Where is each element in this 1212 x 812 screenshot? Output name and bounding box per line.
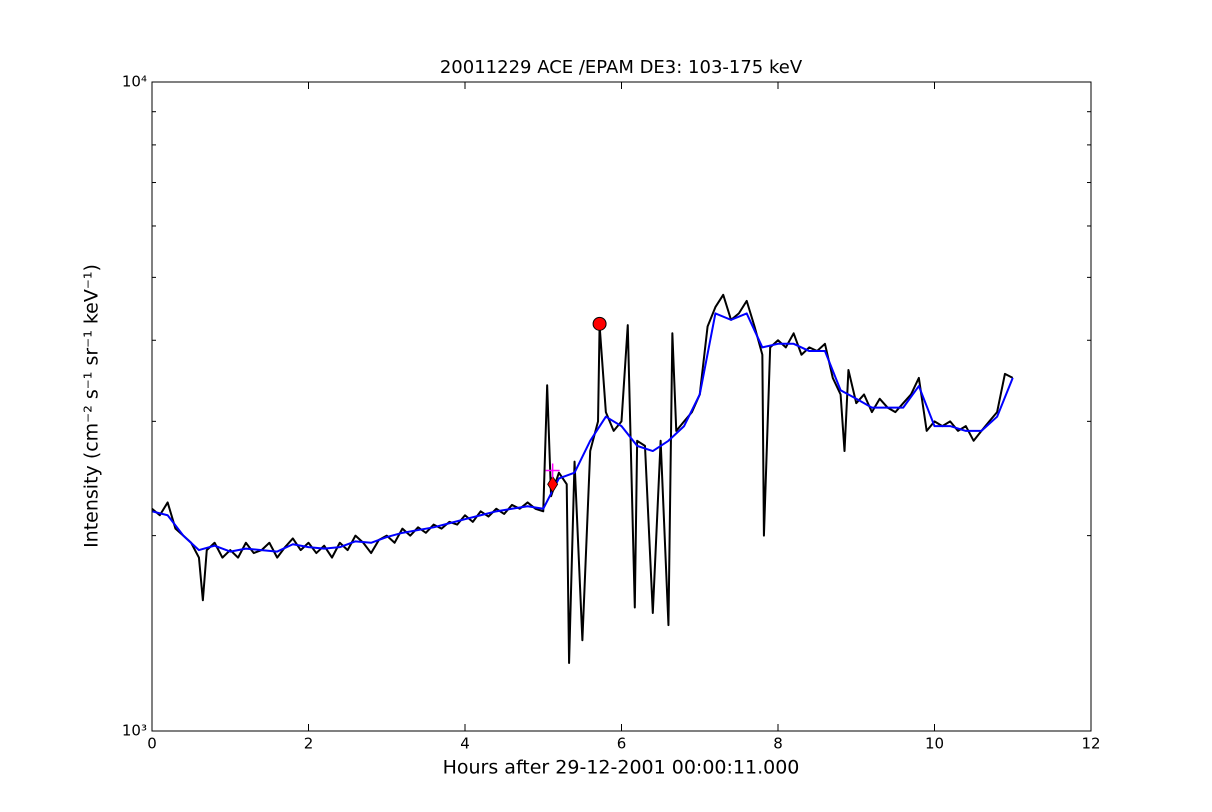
- plot-frame: [151, 81, 1092, 732]
- marker: [592, 316, 607, 331]
- x-tick-label: 12: [1081, 735, 1100, 753]
- x-tick-label: 4: [460, 735, 470, 753]
- x-tick-label: 10: [925, 735, 944, 753]
- x-tick-label: 8: [773, 735, 783, 753]
- x-axis-label: Hours after 29-12-2001 00:00:11.000: [443, 757, 800, 779]
- chart-title: 20011229 ACE /EPAM DE3: 103-175 keV: [440, 57, 803, 78]
- x-tick-label: 0: [147, 735, 157, 753]
- marker: [547, 475, 559, 493]
- x-tick-label: 2: [304, 735, 314, 753]
- y-axis-label: Intensity (cm⁻² s⁻¹ sr⁻¹ keV⁻¹): [81, 264, 103, 548]
- y-tick-label: 10⁴: [122, 73, 147, 91]
- data-line: [151, 293, 1014, 664]
- y-tick-label: 10³: [122, 722, 147, 740]
- data-line: [151, 312, 1014, 553]
- x-tick-label: 6: [617, 735, 627, 753]
- marker: [545, 463, 560, 478]
